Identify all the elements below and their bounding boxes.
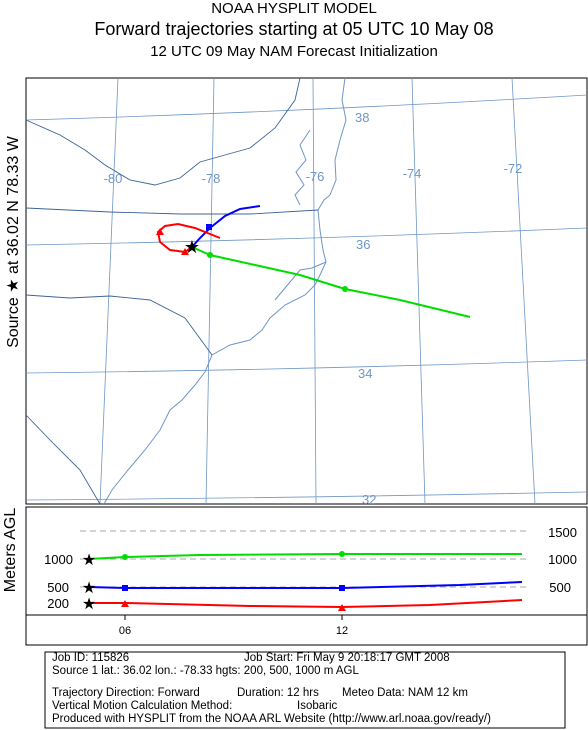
source-star-icon: ★ [184, 237, 200, 257]
trajectory-500m-6h-marker [206, 224, 212, 230]
lon-76-line [312, 77, 317, 505]
trajectory-200m [156, 222, 221, 254]
trajectory-200m-6h-marker [181, 248, 189, 255]
vertical-trace-200m [89, 599, 523, 609]
left-label-1000: 1000 [44, 552, 73, 567]
state-borders [25, 77, 319, 505]
lat-label-36: 36 [356, 237, 370, 252]
lat-32-line [25, 491, 588, 501]
right-label-500: 500 [549, 580, 571, 595]
sc-ga-border [25, 414, 101, 505]
right-label-1000: 1000 [548, 552, 577, 567]
right-label-1500: 1500 [548, 525, 577, 540]
vertical-method-label: Vertical Motion Calculation Method: [52, 700, 233, 712]
lon-78-line [205, 77, 215, 505]
vertical-1000m-12h-marker [339, 551, 345, 557]
model-title: NOAA HYSPLIT MODEL [211, 0, 377, 17]
job-start: Job Start: Fri May 9 20:18:17 GMT 2008 [244, 652, 450, 664]
lon-label-72: -72 [504, 161, 523, 176]
trajectory-200m-12h-marker [156, 228, 164, 235]
pamlico-sound [274, 261, 327, 301]
lat-34-line [25, 359, 588, 374]
vertical-200m-6h-marker [121, 600, 129, 607]
start-star-icon-200: ★ [82, 596, 96, 613]
coastline [103, 77, 347, 505]
main-title: Forward trajectories starting at 05 UTC … [94, 19, 494, 39]
source-line: Source 1 lat.: 36.02 lon.: -78.33 hgts: … [52, 665, 359, 677]
time-label-12: 12 [336, 625, 348, 637]
vertical-1000m-6h-marker [122, 554, 128, 560]
vertical-method-value: Isobaric [297, 700, 338, 712]
trajectory-1000m-6h-marker [207, 252, 213, 258]
lat-36-line [25, 227, 588, 246]
atlantic-coast [103, 77, 347, 505]
lon-label-76: -76 [306, 169, 325, 184]
info-box [44, 651, 566, 729]
lat-label-32: 32 [362, 492, 376, 507]
trajectory-1000m-12h-marker [342, 286, 348, 292]
trajectory-1000m [191, 246, 471, 318]
vertical-trace-500m [88, 581, 523, 589]
trajectory-500m [191, 205, 261, 248]
map-frame [25, 77, 588, 505]
lat-label-34: 34 [358, 366, 372, 381]
meteo-data: Meteo Data: NAM 12 km [342, 687, 468, 699]
trajectory-direction: Trajectory Direction: Forward [52, 687, 200, 699]
lon-label-78: -78 [202, 171, 221, 186]
lon-label-74: -74 [403, 166, 422, 181]
lat-38-line [25, 94, 588, 121]
vertical-500m-6h-marker [122, 585, 128, 591]
lon-72-line [511, 77, 536, 505]
job-id: Job ID: 115826 [52, 652, 130, 664]
left-label-200: 200 [47, 596, 69, 611]
sub-title: 12 UTC 09 May NAM Forecast Initializatio… [150, 43, 438, 60]
duration: Duration: 12 hrs [237, 687, 319, 699]
vertical-plot-frame [25, 506, 588, 616]
lat-label-38: 38 [355, 110, 369, 125]
left-label-500: 500 [47, 580, 69, 595]
vertical-500m-12h-marker [339, 585, 345, 591]
vertical-200m-12h-marker [338, 604, 346, 611]
lon-label-80: -80 [104, 171, 123, 186]
chesapeake-bay [294, 129, 311, 206]
time-axis-frame [25, 614, 588, 646]
va-wv-border [25, 77, 301, 186]
nc-sc-border [25, 294, 213, 356]
vertical-profile-plot: ★ ★ ★ [80, 530, 530, 613]
lon-74-line [411, 77, 426, 505]
time-label-06: 06 [119, 625, 131, 637]
lat-lon-grid [25, 77, 588, 505]
va-nc-border [25, 207, 319, 215]
lon-80-line [99, 77, 119, 505]
start-star-icon-1000: ★ [82, 552, 96, 569]
start-star-icon-500: ★ [82, 580, 96, 597]
map: ★ [25, 77, 588, 505]
produced-by: Produced with HYSPLIT from the NOAA ARL … [52, 713, 491, 725]
time-axis: 06 12 [119, 615, 348, 637]
vertical-trace-1000m [88, 553, 522, 560]
